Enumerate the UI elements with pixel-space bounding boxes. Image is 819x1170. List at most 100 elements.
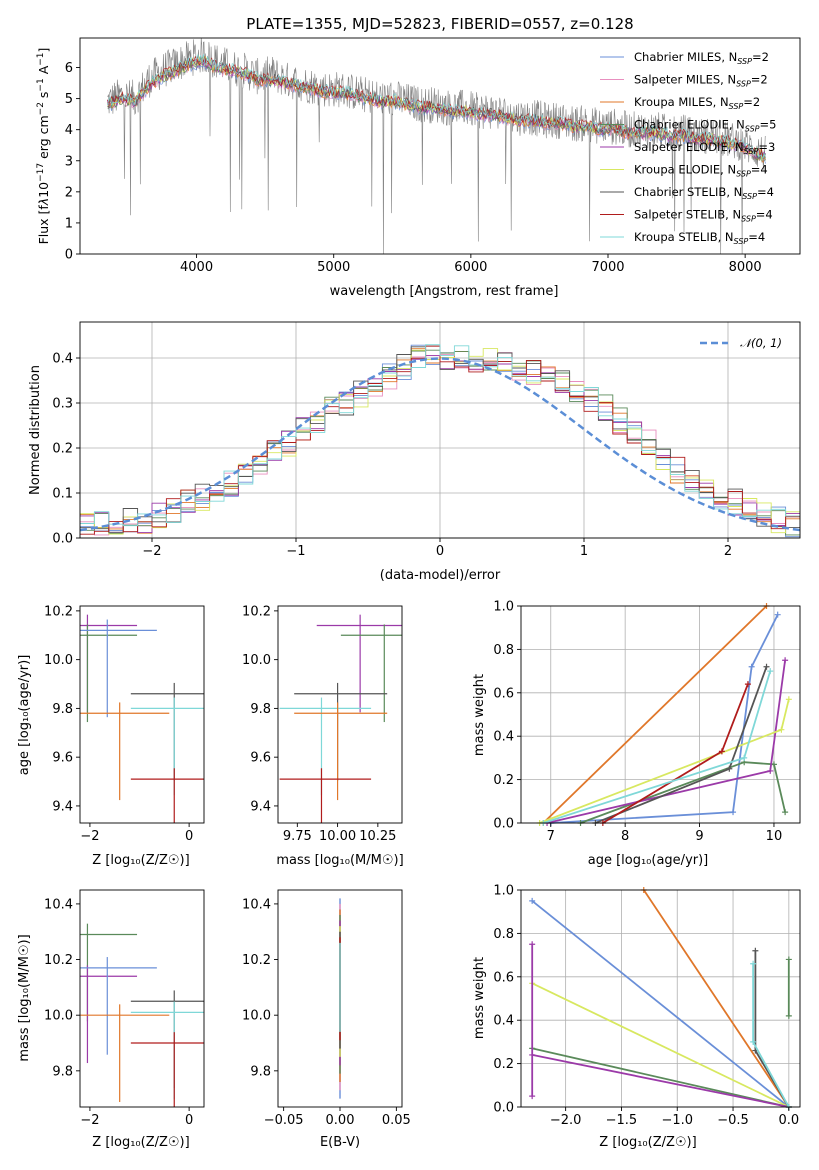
model-spectrum-line (107, 53, 767, 160)
mass-vs-metallicity-panel: −2 0 9.8 10.0 10.2 10.4 (44, 889, 205, 1128)
ageZ-ylabel: age [log₁₀(age/yr)] (17, 655, 32, 776)
x-tick-label: 10.00 (319, 829, 356, 844)
mass-weight-marker (774, 611, 781, 618)
y-tick-label: 6 (65, 61, 73, 76)
mass-weight-track (531, 982, 790, 1108)
x-tick-label: 7 (547, 829, 555, 844)
y-tick-label: 10.0 (242, 1009, 271, 1024)
y-tick-label: 0.6 (493, 686, 514, 701)
mass-weight-track (531, 900, 790, 1108)
x-tick-label: 1 (580, 544, 588, 559)
y-tick-label: 0.4 (493, 1014, 514, 1029)
legend-entry: 𝒩(0, 1) (740, 336, 782, 350)
y-tick-label: 10.4 (44, 897, 73, 912)
age-vs-metallicity-panel: −2 0 9.4 9.6 9.8 10.0 10.2 (44, 604, 205, 844)
legend-value: =2 (752, 50, 769, 64)
x-tick-label: −1.5 (606, 1113, 638, 1128)
x-tick-label: 8000 (729, 260, 762, 275)
y-tick-label: 0.2 (493, 773, 514, 788)
y-tick-label: 9.6 (250, 751, 271, 766)
wZ-ylabel: mass weight (472, 957, 487, 1039)
x-tick-label: 0.00 (326, 1113, 355, 1128)
legend-value: =2 (751, 73, 768, 87)
mass-weight-track (531, 1047, 790, 1108)
histogram-xlabel: (data-model)/error (380, 568, 501, 583)
y-tick-label: 0.6 (493, 970, 514, 985)
mass-weight-marker (726, 765, 733, 772)
x-tick-label: 2 (724, 544, 732, 559)
legend-entry: Kroupa ELODIE, NSSP=4 (634, 163, 768, 179)
mass-weight-marker (767, 668, 774, 675)
y-tick-label: 10.4 (242, 897, 271, 912)
legend-entry: Kroupa STELIB, NSSP=4 (634, 230, 765, 246)
plot-frame (520, 605, 801, 824)
y-tick-label: 10.2 (242, 604, 271, 619)
x-tick-label: −2 (142, 544, 161, 559)
legend-entry: Kroupa MILES, NSSP=2 (634, 95, 760, 111)
x-tick-label: 0 (185, 829, 193, 844)
y-tick-label: 10.0 (44, 653, 73, 668)
mass-weight-marker (785, 1012, 792, 1019)
mass-vs-reddening-panel: −0.05 0.00 0.05 9.8 10.0 10.2 10.4 (242, 889, 411, 1128)
y-tick-label: 9.6 (52, 751, 73, 766)
legend-value: =5 (760, 118, 777, 132)
mass-weight-marker (763, 663, 770, 670)
y-tick-label: 0.1 (52, 487, 73, 502)
mass-weight-marker (752, 947, 759, 954)
x-tick-label: 0.0 (778, 1113, 799, 1128)
y-tick-label: 9.8 (250, 1064, 271, 1079)
mass-weight-track (550, 614, 779, 824)
legend-subscript: SSP (736, 80, 751, 89)
mass-weight-marker (718, 748, 725, 755)
x-tick-label: 6000 (454, 260, 487, 275)
mass-weight-marker (750, 960, 757, 967)
x-tick-label: −0.5 (717, 1113, 749, 1128)
y-tick-label: 5 (65, 92, 73, 107)
mass-weight-track (542, 605, 768, 824)
legend-entry: Salpeter MILES, NSSP=2 (634, 73, 768, 89)
y-tick-label: 4 (65, 123, 73, 138)
y-tick-label: 10.0 (44, 1009, 73, 1024)
plot-frame (520, 889, 801, 1108)
mass-weight-marker (750, 1038, 757, 1045)
legend-value: =4 (757, 185, 774, 199)
legend-entry: Salpeter STELIB, NSSP=4 (634, 208, 773, 224)
y-tick-label: 9.8 (52, 702, 73, 717)
mass-weight-track (643, 889, 790, 1108)
x-tick-label: −0.05 (264, 1113, 304, 1128)
legend-subscript: SSP (745, 125, 760, 134)
legend-subscript: SSP (736, 170, 751, 179)
legend-value: =4 (756, 208, 773, 222)
y-tick-label: 0.0 (52, 532, 73, 547)
legend-subscript: SSP (744, 147, 759, 156)
x-tick-label: −2 (80, 829, 99, 844)
y-tick-label: 10.0 (242, 653, 271, 668)
mass-weight-marker (741, 754, 748, 761)
x-tick-label: −1.0 (661, 1113, 693, 1128)
x-tick-label: 10 (766, 829, 783, 844)
x-tick-label: 7000 (591, 260, 624, 275)
mass-weight-marker (782, 657, 789, 664)
spectrum-xlabel: wavelength [Angstrom, rest frame] (330, 284, 559, 299)
figure-title: PLATE=1355, MJD=52823, FIBERID=0557, z=0… (246, 15, 633, 33)
plot-frame (79, 37, 801, 255)
mass-weight-marker (767, 767, 774, 774)
mass-weight-marker (748, 663, 755, 670)
massE-xlabel: E(B-V) (320, 1135, 360, 1150)
mass-weight-track (602, 683, 749, 824)
x-tick-label: 8 (621, 829, 629, 844)
x-tick-label: 9.75 (283, 829, 312, 844)
legend-value: =4 (751, 163, 768, 177)
plot-frame (277, 605, 403, 824)
x-tick-label: −1 (286, 544, 305, 559)
y-tick-label: 0.8 (493, 643, 514, 658)
mass-weight-marker (529, 1093, 536, 1100)
mass-weight-marker (785, 956, 792, 963)
mass-weight-track (539, 699, 790, 824)
massZ-ylabel: mass [log₁₀(M/M☉)] (17, 934, 32, 1061)
plot-frame (79, 605, 205, 824)
weight-vs-age-panel: 7 8 9 10 0.0 0.2 0.4 0.6 0.8 1.0 (493, 600, 801, 844)
y-tick-label: 0.0 (493, 817, 514, 832)
mass-weight-marker (730, 809, 737, 816)
legend-subscript: SSP (741, 215, 756, 224)
